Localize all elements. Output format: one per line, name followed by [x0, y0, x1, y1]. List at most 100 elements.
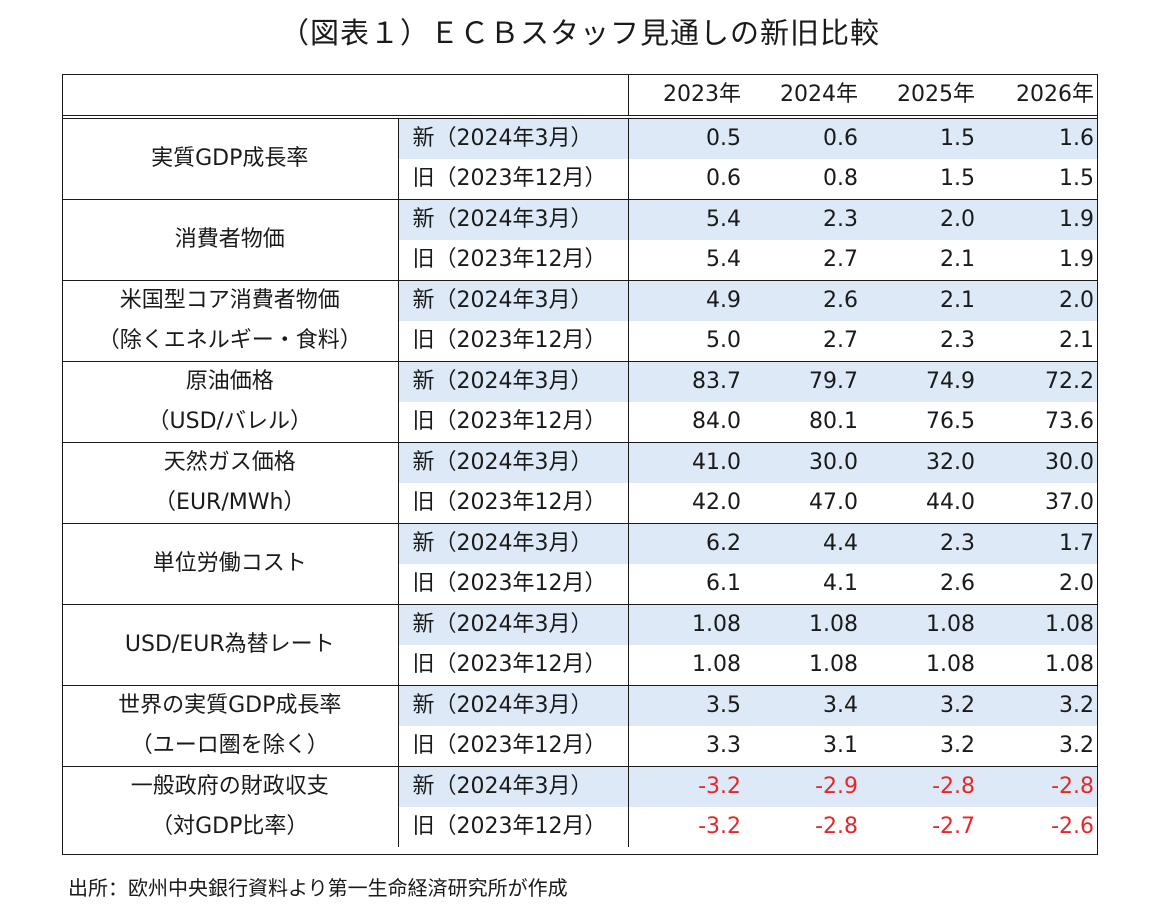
value-cell: 79.7 [745, 361, 862, 402]
value-cell: 3.3 [627, 726, 745, 767]
value-cell: 80.1 [745, 402, 862, 443]
forecast-vintage-label: 旧（2023年12月） [397, 807, 628, 847]
indicator-name: 単位労働コスト [152, 551, 307, 576]
value-cell: 3.1 [745, 726, 862, 767]
value-cell: 37.0 [979, 483, 1098, 524]
value-cell: 2.1 [862, 280, 979, 321]
value-cell: 1.5 [862, 117, 979, 159]
value-cell: 1.08 [745, 604, 862, 645]
indicator-label: 米国型コア消費者物価 （除くエネルギー・食料） [62, 280, 398, 362]
value-cell: 1.08 [979, 645, 1098, 686]
value-cell: 44.0 [862, 483, 979, 524]
value-cell: 30.0 [979, 442, 1098, 483]
table-title: （図表１）ＥＣＢスタッフ見通しの新旧比較 [279, 16, 880, 50]
value-cell: 2.0 [979, 280, 1098, 321]
value-cell: -2.6 [1051, 814, 1094, 839]
value-cell: 1.08 [979, 604, 1098, 645]
value-cell: 83.7 [627, 361, 745, 402]
indicator-name: 原油価格 [185, 369, 274, 394]
value-cell: 3.2 [862, 726, 979, 767]
value-cell: 3.2 [979, 726, 1098, 767]
value-cell: -3.2 [627, 766, 745, 807]
value-cell: 74.9 [862, 361, 979, 402]
year-header: 2025年 [862, 74, 979, 119]
indicator-label: 世界の実質GDP成長率 （ユーロ圏を除く） [62, 685, 398, 767]
value-cell: 2.3 [862, 321, 979, 362]
indicator-label: 天然ガス価格 （EUR/MWh） [62, 442, 398, 524]
value-cell: 2.3 [745, 199, 862, 240]
source-note: 出所：欧州中央銀行資料より第一生命経済研究所が作成 [68, 876, 568, 900]
value-cell: 1.9 [979, 240, 1098, 281]
forecast-vintage-label: 新（2024年3月） [397, 685, 628, 726]
value-cell: 0.6 [745, 117, 862, 159]
old-forecast-row: 旧（2023年12月） 3.3 3.1 3.2 3.2 [62, 726, 1098, 767]
old-forecast-row: 旧（2023年12月） -3.2 -2.8 -2.7 -2.6 [62, 807, 1098, 847]
value-cell: 2.6 [745, 280, 862, 321]
value-cell: 2.0 [862, 199, 979, 240]
header-blank-cell [62, 74, 628, 119]
forecast-vintage-label: 新（2024年3月） [397, 117, 628, 159]
value-cell: 1.08 [862, 645, 979, 686]
indicator-name: 米国型コア消費者物価 [119, 288, 340, 313]
forecast-vintage-label: 新（2024年3月） [397, 361, 628, 402]
value-cell: 73.6 [979, 402, 1098, 443]
new-forecast-row: 単位労働コスト 新（2024年3月） 6.2 4.4 2.3 1.7 [62, 523, 1098, 605]
forecast-vintage-label: 旧（2023年12月） [397, 321, 628, 362]
new-forecast-row: 消費者物価 新（2024年3月） 5.4 2.3 2.0 1.9 [62, 199, 1098, 281]
forecast-vintage-label: 新（2024年3月） [397, 604, 628, 645]
value-cell: -2.7 [932, 814, 975, 839]
indicator-label: 一般政府の財政収支 （対GDP比率） [62, 767, 398, 848]
new-forecast-row: 米国型コア消費者物価 （除くエネルギー・食料） 新（2024年3月） 4.9 2.6 2.… [62, 280, 1098, 362]
value-cell: 1.5 [979, 159, 1098, 200]
value-cell: 0.8 [745, 159, 862, 200]
forecast-vintage-label: 新（2024年3月） [397, 280, 628, 321]
forecast-vintage-label: 旧（2023年12月） [397, 159, 628, 200]
value-cell: -2.8 [979, 766, 1098, 807]
value-cell: 0.6 [627, 159, 745, 200]
forecast-comparison-table: 2023年 2024年 2025年 2026年 実質GDP成長率 新（2024年3… [62, 74, 1098, 847]
indicator-unit: （USD/バレル） [147, 409, 312, 434]
value-cell: 3.2 [862, 685, 979, 726]
old-forecast-row: 旧（2023年12月） 5.4 2.7 2.1 1.9 [62, 240, 1098, 281]
value-cell: 1.9 [979, 199, 1098, 240]
value-cell: 5.4 [627, 240, 745, 281]
value-cell: 1.08 [862, 604, 979, 645]
indicator-label: 実質GDP成長率 [62, 117, 398, 200]
value-cell: 1.08 [627, 645, 745, 686]
value-cell: -3.2 [627, 807, 745, 847]
value-cell: 1.08 [745, 645, 862, 686]
value-cell: 1.08 [627, 604, 745, 645]
value-cell: 47.0 [745, 483, 862, 524]
value-cell: 42.0 [627, 483, 745, 524]
forecast-vintage-label: 旧（2023年12月） [397, 726, 628, 767]
new-forecast-row: 一般政府の財政収支 （対GDP比率） 新（2024年3月） -3.2 -2.9 -2.8-… [62, 766, 1098, 839]
value-cell: 2.1 [979, 321, 1098, 362]
value-cell: 2.7 [745, 240, 862, 281]
forecast-vintage-label: 新（2024年3月） [397, 766, 628, 807]
table-body: 2023年 2024年 2025年 2026年 実質GDP成長率 新（2024年3… [62, 74, 1098, 847]
indicator-label: USD/EUR為替レート [62, 604, 398, 686]
new-forecast-row: 原油価格 （USD/バレル） 新（2024年3月） 83.7 79.7 74.9 72.2 [62, 361, 1098, 443]
indicator-name: 一般政府の財政収支 [130, 774, 329, 799]
value-cell: 2.3 [862, 523, 979, 564]
value-cell: 2.6 [862, 564, 979, 605]
forecast-vintage-label: 旧（2023年12月） [397, 564, 628, 605]
old-forecast-row: 旧（2023年12月） 1.08 1.08 1.08 1.08 [62, 645, 1098, 686]
value-cell: 5.0 [627, 321, 745, 362]
value-cell: 4.1 [745, 564, 862, 605]
new-forecast-row: 実質GDP成長率 新（2024年3月） 0.5 0.6 1.5 1.6 [62, 117, 1098, 200]
value-cell: 5.4 [627, 199, 745, 240]
indicator-name: 天然ガス価格 [163, 450, 296, 475]
forecast-vintage-label: 新（2024年3月） [397, 199, 628, 240]
new-forecast-row: USD/EUR為替レート 新（2024年3月） 1.08 1.08 1.08 1.08 [62, 604, 1098, 686]
indicator-name: 世界の実質GDP成長率 [118, 693, 342, 718]
indicator-label: 原油価格 （USD/バレル） [62, 361, 398, 443]
value-cell: 6.1 [627, 564, 745, 605]
new-forecast-row: 天然ガス価格 （EUR/MWh） 新（2024年3月） 41.0 30.0 32.0 30.… [62, 442, 1098, 524]
value-cell: -2.8 [862, 766, 979, 807]
value-cell: -2.8 [815, 814, 858, 839]
value-cell: 76.5 [862, 402, 979, 443]
indicator-unit: （対GDP比率） [151, 814, 309, 839]
year-header: 2023年 [627, 74, 745, 119]
value-cell: 3.4 [745, 685, 862, 726]
